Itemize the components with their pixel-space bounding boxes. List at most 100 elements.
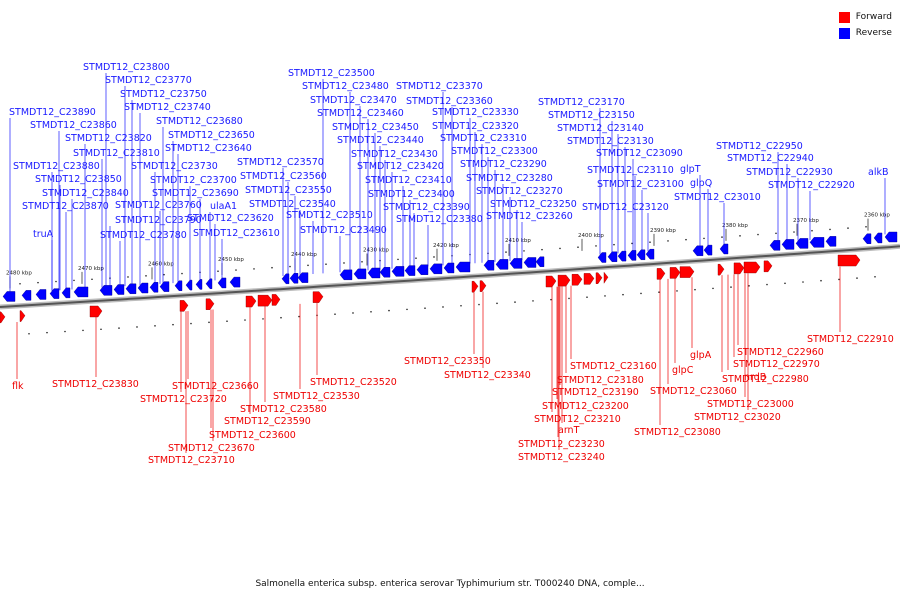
reverse-gene-arrow	[719, 243, 729, 255]
scale-tick-label: 2410 kbp	[505, 238, 531, 244]
reverse-gene-arrow	[825, 236, 837, 247]
forward-gene-arrow	[257, 294, 273, 307]
forward-gene-label: STMDT12_C23210	[534, 414, 621, 425]
scale-tick-label: 2390 kbp	[650, 228, 676, 234]
grid-dot	[658, 291, 660, 293]
forward-gene-label: STMDT12_C23600	[209, 430, 296, 441]
reverse-gene-label: STMDT12_C23610	[193, 228, 280, 239]
forward-gene-label: nrdB	[744, 372, 766, 383]
grid-dot	[352, 312, 354, 314]
reverse-gene-label: STMDT12_C23450	[332, 122, 419, 133]
reverse-gene-arrow	[281, 273, 290, 285]
forward-gene-label: flk	[12, 381, 24, 392]
grid-dot	[532, 300, 534, 302]
reverse-gene-label: STMDT12_C23800	[83, 62, 170, 73]
grid-dot	[865, 226, 867, 228]
forward-gene-label: STMDT12_C22980	[722, 374, 809, 385]
forward-gene-label: STMDT12_C23080	[634, 427, 721, 438]
forward-gene-arrow	[603, 271, 609, 284]
reverse-gene-arrow	[21, 290, 32, 301]
scale-tick-label: 2470 kbp	[78, 266, 104, 272]
reverse-gene-arrow	[159, 281, 170, 292]
forward-gene-label: STMDT12_C22970	[733, 359, 820, 370]
reverse-gene-label: STMDT12_C23850	[35, 174, 122, 185]
reverse-gene-arrow	[607, 251, 618, 262]
forward-gene-arrow	[557, 274, 571, 287]
legend-forward-label: Forward	[855, 12, 892, 22]
reverse-gene-label: STMDT12_C23770	[105, 75, 192, 86]
grid-dot	[298, 315, 300, 318]
forward-gene-label: STMDT12_C23520	[310, 377, 397, 388]
reverse-gene-label: STMDT12_C23890	[9, 107, 96, 118]
reverse-gene-label: STMDT12_C23250	[490, 199, 577, 210]
reverse-gene-arrow	[61, 287, 71, 299]
forward-gene-arrow	[743, 261, 761, 274]
forward-gene-arrow	[717, 263, 725, 276]
reverse-gene-label: STMDT12_C23730	[131, 161, 218, 172]
forward-gene-label: STMDT12_C23710	[148, 455, 235, 466]
legend-reverse: Reverse	[838, 25, 892, 41]
reverse-gene-arrow	[391, 266, 405, 277]
reverse-gene-label: STMDT12_C23170	[538, 97, 625, 108]
legend-forward: Forward	[838, 9, 892, 25]
reverse-gene-label: STMDT12_C23780	[100, 230, 187, 241]
sequence-caption: Salmonella enterica subsp. enterica sero…	[255, 579, 645, 589]
reverse-gene-label: STMDT12_C23480	[302, 81, 389, 92]
reverse-gene-label: glpT	[680, 164, 701, 175]
forward-gene-arrow	[679, 266, 695, 278]
grid-dot	[523, 250, 525, 252]
forward-gene-arrow	[595, 272, 603, 284]
grid-dot	[64, 330, 66, 333]
grid-dot	[415, 257, 417, 259]
grid-dot	[667, 240, 669, 242]
reverse-gene-label: STMDT12_C23370	[396, 81, 483, 92]
grid-dot	[226, 320, 228, 322]
reverse-gene-label: STMDT12_C23790	[115, 215, 202, 226]
grid-dot	[676, 290, 678, 292]
forward-gene-arrow	[733, 262, 745, 275]
grid-dot	[424, 307, 426, 309]
reverse-gene-label: STMDT12_C23760	[115, 200, 202, 211]
grid-dot	[172, 323, 174, 326]
reverse-gene-arrow	[769, 240, 781, 251]
grid-dot	[262, 318, 264, 320]
grid-dot	[748, 285, 750, 287]
grid-dot	[307, 264, 309, 267]
grid-dot	[640, 292, 642, 295]
reverse-gene-label: STMDT12_C23320	[432, 121, 519, 132]
forward-gene-label: STMDT12_C23830	[52, 379, 139, 390]
forward-gene-label: STMDT12_C23660	[172, 381, 259, 392]
forward-gene-arrow	[205, 298, 215, 310]
reverse-gene-label: STMDT12_C23360	[406, 96, 493, 107]
forward-gene-arrow	[656, 268, 666, 280]
grid-dot	[802, 281, 804, 283]
reverse-gene-label: STMDT12_C23440	[337, 135, 424, 146]
grid-dot	[280, 316, 282, 319]
reverse-gene-label: STMDT12_C23290	[460, 159, 547, 170]
reverse-gene-label: STMDT12_C23550	[245, 185, 332, 196]
reverse-gene-arrow	[809, 237, 825, 248]
forward-gene-arrow	[571, 274, 583, 286]
grid-dot	[244, 319, 246, 321]
grid-dot	[703, 237, 705, 240]
grid-dot	[622, 293, 624, 296]
reverse-gene-label: STMDT12_C23620	[187, 213, 274, 224]
forward-gene-arrow	[471, 280, 479, 293]
reverse-gene-label: STMDT12_C22920	[768, 180, 855, 191]
forward-gene-arrow	[669, 267, 681, 279]
grid-dot	[793, 231, 795, 233]
forward-gene-arrow	[583, 273, 595, 285]
reverse-gene-label: ulaA1	[210, 201, 237, 212]
scale-tick-label: 2380 kbp	[722, 223, 748, 229]
grid-dot	[361, 260, 363, 263]
grid-dot	[514, 301, 516, 303]
reverse-gene-arrow	[2, 291, 16, 302]
scale-tick-label: 2480 kbp	[6, 270, 32, 276]
reverse-gene-arrow	[873, 232, 883, 244]
reverse-gene-arrow	[535, 256, 545, 267]
grid-dot	[100, 328, 102, 331]
grid-dot	[253, 268, 255, 270]
genome-axis	[0, 245, 900, 308]
grid-dot	[334, 313, 336, 315]
